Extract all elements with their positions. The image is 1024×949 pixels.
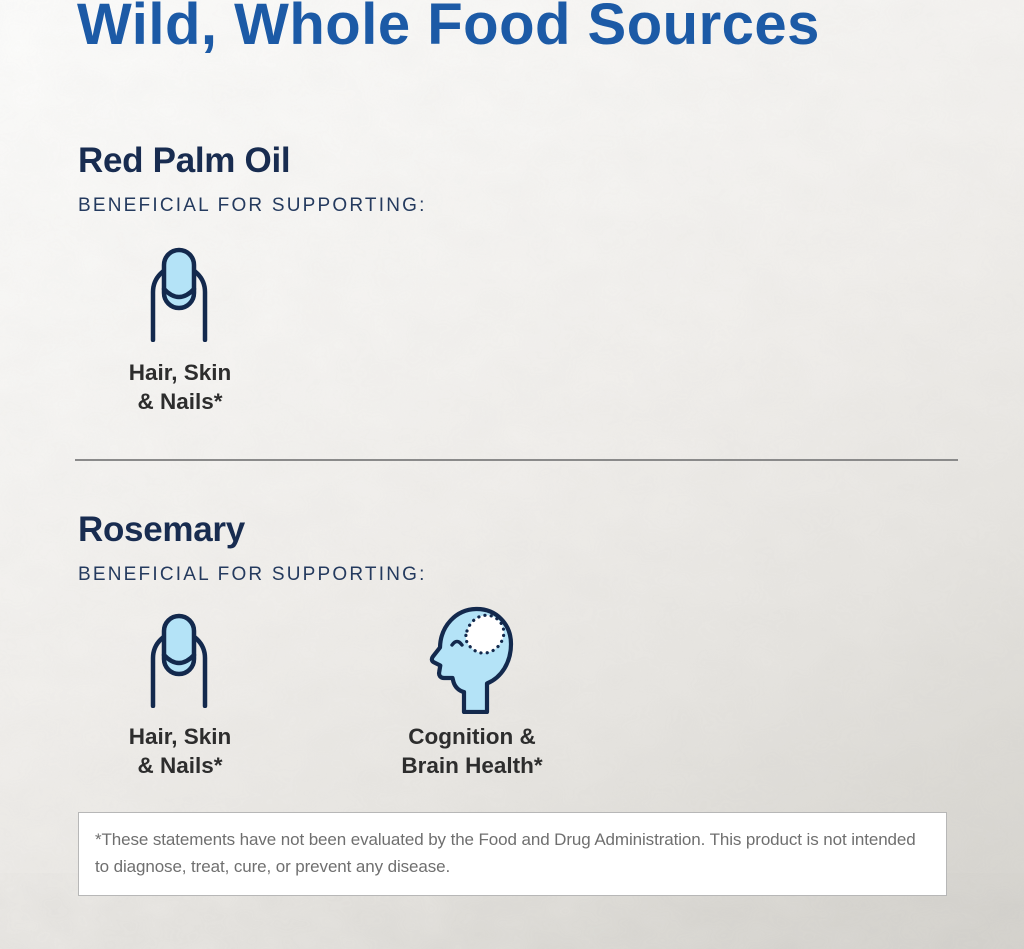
- head-brain-icon: [429, 606, 514, 714]
- section-subheading-red-palm-oil: BENEFICIAL FOR SUPPORTING:: [78, 195, 427, 216]
- fingernail-icon: [150, 613, 208, 708]
- benefit-label-hair-skin-nails: Hair, Skin & Nails*: [128, 724, 232, 778]
- fda-disclaimer: *These statements have not been evaluate…: [78, 812, 947, 897]
- section-divider: [75, 459, 958, 461]
- section-heading-red-palm-oil: Red Palm Oil: [78, 141, 291, 180]
- benefit-label-cognition-brain-health: Cognition & Brain Health*: [401, 724, 543, 778]
- page-title: Wild, Whole Food Sources: [77, 0, 820, 57]
- section-heading-rosemary: Rosemary: [78, 510, 245, 549]
- section-subheading-rosemary: BENEFICIAL FOR SUPPORTING:: [78, 564, 427, 585]
- benefit-label-hair-skin-nails: Hair, Skin & Nails*: [128, 360, 232, 414]
- fingernail-icon: [150, 247, 208, 342]
